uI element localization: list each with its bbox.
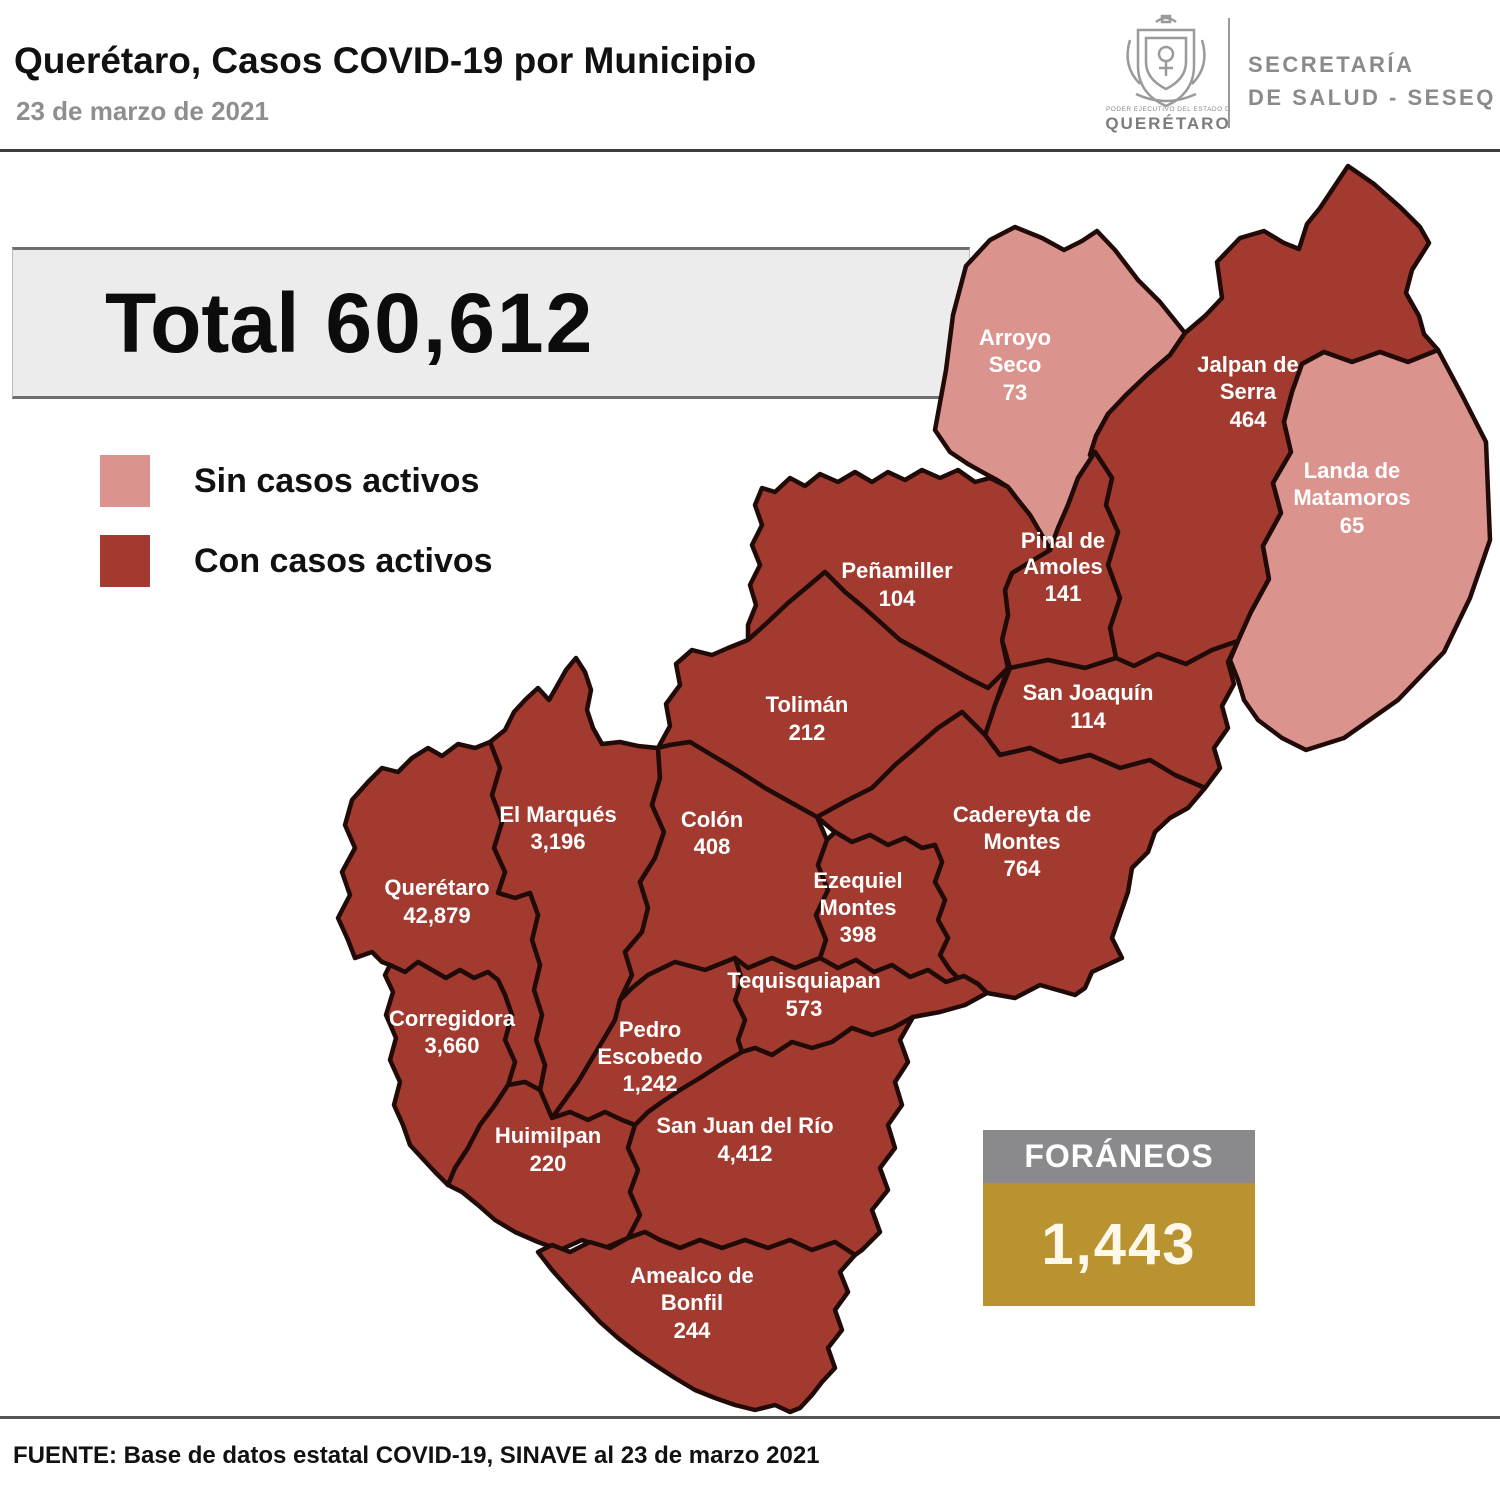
map-label-text: Tequisquiapan (727, 968, 881, 993)
map-label-value: 104 (879, 586, 916, 611)
map-label-amealco-de-bonfil: Amealco de Bonfil 244 (630, 1263, 754, 1343)
map-label-text: Pedro (619, 1017, 681, 1042)
map-label-value: 408 (694, 834, 731, 859)
foraneos-value: 1,443 (1041, 1212, 1197, 1277)
map-label-value: 464 (1230, 407, 1267, 432)
total-label: Total (105, 275, 300, 370)
footer-source: FUENTE: Base de datos estatal COVID-19, … (13, 1442, 820, 1469)
map-label-text: San Juan del Río (656, 1113, 833, 1138)
header-divider (1228, 18, 1230, 128)
map-label-text: Colón (681, 807, 743, 832)
legend-label-con-casos: Con casos activos (194, 541, 493, 580)
map-label-text: Matamoros (1293, 485, 1410, 510)
legend-label-sin-casos: Sin casos activos (194, 461, 480, 500)
map-label-value: 114 (1070, 708, 1106, 733)
foraneos-box: FORÁNEOS 1,443 (983, 1130, 1255, 1306)
map-label-value: 573 (786, 996, 823, 1021)
foraneos-header: FORÁNEOS (983, 1130, 1255, 1183)
map-label-pinal-de-amoles: Pinal de Amoles 141 (1021, 528, 1105, 606)
map-label-value: 212 (789, 720, 826, 745)
map-label-text: Amoles (1023, 554, 1102, 579)
legend-swatch-con-casos (100, 535, 150, 587)
agency-line2: DE SALUD - SESEQ (1248, 85, 1496, 110)
foraneos-title: FORÁNEOS (1024, 1138, 1214, 1174)
legend-swatch-sin-casos (100, 455, 150, 507)
map-label-value: 220 (530, 1151, 567, 1176)
agency-line1: SECRETARÍA (1248, 52, 1415, 77)
map-label-value: 1,242 (622, 1071, 677, 1096)
map-label-text: Landa de (1304, 458, 1401, 483)
map-label-value: 244 (674, 1318, 711, 1343)
map-label-text: Seco (989, 352, 1042, 377)
map-label-value: 764 (1004, 856, 1041, 881)
map-label-value: 4,412 (717, 1141, 772, 1166)
header-rule (0, 149, 1500, 152)
map-label-text: San Joaquín (1023, 680, 1154, 705)
map-label-text: Montes (984, 829, 1061, 854)
agency-name: SECRETARÍA DE SALUD - SESEQ (1248, 48, 1496, 114)
map-label-el-marques: El Marqués 3,196 (499, 802, 616, 854)
map-label-arroyo-seco: Arroyo Seco 73 (979, 325, 1051, 405)
map-label-text: Serra (1220, 379, 1277, 404)
map-label-toliman: Tolimán 212 (766, 692, 849, 745)
page-date: 23 de marzo de 2021 (16, 96, 269, 126)
map-label-value: 3,196 (530, 829, 585, 854)
total-value: 60,612 (325, 275, 595, 370)
map-label-ezequiel-montes: Ezequiel Montes 398 (813, 868, 902, 947)
legend-row-con-casos: Con casos activos (100, 535, 493, 587)
map-label-value: 65 (1340, 513, 1364, 538)
map-label-corregidora: Corregidora 3,660 (389, 1006, 516, 1058)
map-label-san-juan-del-rio: San Juan del Río 4,412 (656, 1113, 833, 1166)
map-label-text: Arroyo (979, 325, 1051, 350)
map-label-pedro-escobedo: Pedro Escobedo 1,242 (597, 1017, 702, 1096)
total-banner: Total 60,612 (12, 247, 970, 399)
map-label-value: 3,660 (424, 1033, 479, 1058)
map-label-text: Jalpan de (1197, 352, 1298, 377)
map-label-text: Querétaro (384, 875, 489, 900)
map-label-tequisquiapan: Tequisquiapan 573 (727, 968, 881, 1021)
map-label-text: Amealco de (630, 1263, 754, 1288)
map-label-text: Tolimán (766, 692, 849, 717)
map-label-text: Cadereyta de (953, 802, 1091, 827)
map-label-queretaro: Querétaro 42,879 (384, 875, 489, 928)
map-label-huimilpan: Huimilpan 220 (495, 1123, 601, 1176)
map-label-penamiller: Peñamiller 104 (841, 558, 953, 611)
map-label-jalpan-de-serra: Jalpan de Serra 464 (1197, 352, 1298, 432)
page-title: Querétaro, Casos COVID-19 por Municipio (14, 40, 757, 81)
map-label-text: Huimilpan (495, 1123, 601, 1148)
map-label-colon: Colón 408 (681, 807, 743, 859)
footer-rule (0, 1416, 1500, 1419)
queretaro-coat-of-arms-icon (1126, 14, 1206, 108)
map-label-cadereyta-de-montes: Cadereyta de Montes 764 (953, 802, 1091, 881)
map-label-text: El Marqués (499, 802, 616, 827)
map-label-landa-de-matamoros: Landa de Matamoros 65 (1293, 458, 1410, 538)
map-label-text: Pinal de (1021, 528, 1105, 553)
map-label-text: Montes (820, 895, 897, 920)
map-label-text: Ezequiel (813, 868, 902, 893)
map-label-text: Escobedo (597, 1044, 702, 1069)
map-label-text: Corregidora (389, 1006, 516, 1031)
municipality-shape-amealco-de-bonfil (535, 1229, 858, 1415)
map-label-value: 73 (1003, 380, 1027, 405)
legend: Sin casos activos Con casos activos (100, 455, 493, 615)
map-label-san-joaquin: San Joaquín 114 (1023, 680, 1154, 733)
foraneos-body: 1,443 (983, 1183, 1255, 1306)
crest-org-small-text: PODER EJECUTIVO DEL ESTADO DE (1106, 106, 1230, 113)
map-label-text: Bonfil (661, 1290, 723, 1315)
map-label-value: 42,879 (403, 903, 470, 928)
map-label-value: 141 (1045, 581, 1082, 606)
crest-org-text: QUERÉTARO (1105, 114, 1231, 133)
legend-row-sin-casos: Sin casos activos (100, 455, 493, 507)
map-label-value: 398 (840, 922, 877, 947)
map-label-text: Peñamiller (841, 558, 953, 583)
